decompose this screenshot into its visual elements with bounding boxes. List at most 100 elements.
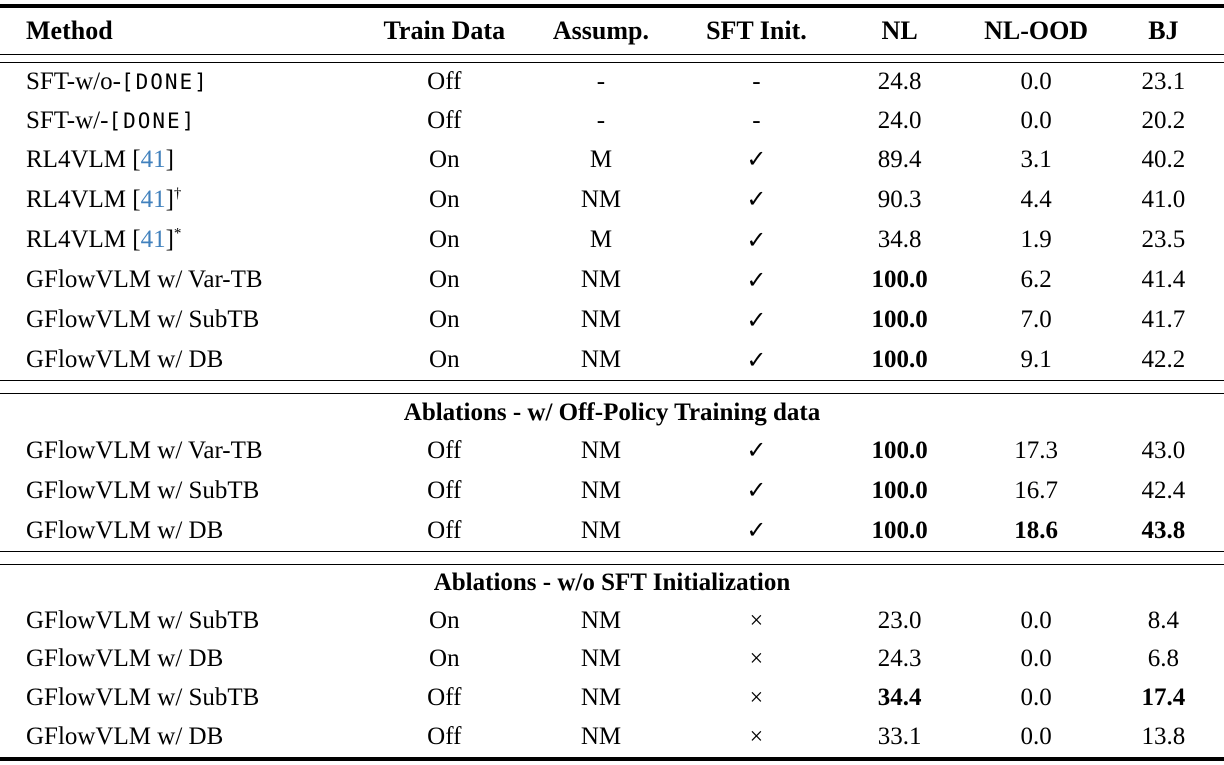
value-cell: 17.3: [969, 431, 1102, 471]
cell-value: 17.4: [1141, 684, 1186, 712]
citation-41[interactable]: 41: [140, 226, 166, 253]
cell-value: 0.0: [1020, 606, 1052, 634]
cell-value: M: [589, 226, 613, 253]
cell-value: NM: [580, 516, 622, 544]
cross-icon: ×: [749, 607, 764, 634]
value-cell: 100.0: [830, 431, 970, 471]
cell-value: 42.4: [1141, 476, 1186, 504]
cell-value: On: [429, 145, 460, 173]
table-row: SFT-w/-[DONE] Off - - 24.0 0.0 20.2: [0, 101, 1224, 140]
cell-value: 6.8: [1147, 645, 1180, 673]
column-header-sft-init: SFT Init.: [706, 15, 807, 45]
column-header-nl-ood: NL-OOD: [984, 15, 1089, 45]
value-cell: NM: [519, 717, 683, 759]
cell-value: 100.0: [871, 516, 928, 544]
cell-value: 9.1: [1020, 346, 1052, 374]
value-cell: NM: [519, 340, 683, 381]
value-cell: 100.0: [830, 300, 970, 340]
method-cell: GFlowVLM w/ DB: [0, 340, 370, 381]
value-cell: 0.0: [969, 640, 1102, 679]
value-cell: -: [519, 62, 683, 101]
method-cell: RL4VLM [41]: [0, 140, 370, 180]
table-row: GFlowVLM w/ SubTB On NM × 23.0 0.0 8.4: [0, 602, 1224, 641]
checkmark-icon: ✓: [746, 478, 767, 505]
value-cell: On: [370, 180, 519, 220]
value-cell: 90.3: [830, 180, 970, 220]
value-cell: 23.0: [830, 602, 970, 641]
cell-value: On: [429, 266, 460, 294]
cross-icon: ×: [749, 724, 764, 751]
value-cell: NM: [519, 679, 683, 718]
value-cell: ✓: [683, 220, 830, 260]
value-cell: On: [370, 260, 519, 300]
value-cell: -: [519, 101, 683, 140]
cell-value: NM: [580, 266, 622, 294]
cell-value: 17.3: [1014, 436, 1058, 464]
value-cell: 42.4: [1103, 471, 1224, 511]
cell-value: 20.2: [1141, 106, 1186, 134]
citation-41[interactable]: 41: [140, 145, 166, 173]
checkmark-icon: ✓: [746, 438, 767, 465]
cell-value: NM: [580, 723, 622, 751]
cell-value: NM: [580, 346, 622, 374]
section-title-row: Ablations - w/ Off-Policy Training data: [0, 394, 1224, 431]
method-cell: GFlowVLM w/ SubTB: [0, 602, 370, 641]
value-cell: 20.2: [1103, 101, 1224, 140]
cell-value: NM: [580, 306, 622, 334]
cell-value: On: [429, 185, 460, 213]
method-cell: GFlowVLM w/ DB: [0, 717, 370, 759]
value-cell: 18.6: [969, 511, 1102, 552]
value-cell: 0.0: [969, 602, 1102, 641]
value-cell: NM: [519, 511, 683, 552]
cell-value: 24.0: [877, 106, 922, 134]
value-cell: Off: [370, 717, 519, 759]
cell-value: 0.0: [1020, 67, 1052, 95]
value-cell: 0.0: [969, 679, 1102, 718]
value-cell: M: [519, 220, 683, 260]
value-cell: 8.4: [1103, 602, 1224, 641]
column-header-bj: BJ: [1148, 15, 1179, 45]
cell-value: 40.2: [1141, 145, 1186, 173]
method-cell: RL4VLM [41]†: [0, 180, 370, 220]
value-cell: On: [370, 300, 519, 340]
cell-value: 0.0: [1020, 684, 1052, 712]
value-cell: 34.4: [830, 679, 970, 718]
cell-value: Off: [427, 684, 462, 712]
cell-value: 8.4: [1147, 606, 1180, 634]
value-cell: 13.8: [1103, 717, 1224, 759]
value-cell: 23.1: [1103, 62, 1224, 101]
value-cell: 4.4: [969, 180, 1102, 220]
value-cell: -: [683, 62, 830, 101]
value-cell: ✓: [683, 471, 830, 511]
method-label: GFlowVLM w/ SubTB: [26, 684, 260, 712]
section-title-row: Ablations - w/o SFT Initialization: [0, 565, 1224, 602]
value-cell: ×: [683, 679, 830, 718]
method-label: GFlowVLM w/ DB: [26, 516, 224, 544]
cell-value: 0.0: [1020, 723, 1052, 751]
value-cell: 43.0: [1103, 431, 1224, 471]
cell-value: 7.0: [1020, 306, 1052, 334]
method-label: SFT-w/o-: [26, 67, 121, 95]
cell-value: 34.8: [877, 226, 922, 253]
value-cell: 24.0: [830, 101, 970, 140]
cell-value: 41.7: [1141, 306, 1186, 334]
table-row: GFlowVLM w/ DB Off NM ✓ 100.0 18.6 43.8: [0, 511, 1224, 552]
value-cell: ✓: [683, 431, 830, 471]
value-cell: NM: [519, 300, 683, 340]
method-label: ]: [165, 185, 174, 213]
cell-value: -: [752, 67, 761, 95]
header-divider-line: [0, 53, 1224, 63]
method-label: GFlowVLM w/ SubTB: [26, 476, 260, 504]
value-cell: NM: [519, 471, 683, 511]
method-label: RL4VLM [: [26, 185, 141, 213]
table-row: GFlowVLM w/ Var-TB On NM ✓ 100.0 6.2 41.4: [0, 260, 1224, 300]
value-cell: M: [519, 140, 683, 180]
value-cell: 9.1: [969, 340, 1102, 381]
method-label: ]: [165, 145, 174, 173]
citation-41[interactable]: 41: [140, 185, 166, 213]
cell-value: 3.1: [1020, 145, 1052, 173]
value-cell: 7.0: [969, 300, 1102, 340]
cell-value: 24.3: [877, 645, 922, 673]
cell-value: NM: [580, 476, 622, 504]
value-cell: 89.4: [830, 140, 970, 180]
